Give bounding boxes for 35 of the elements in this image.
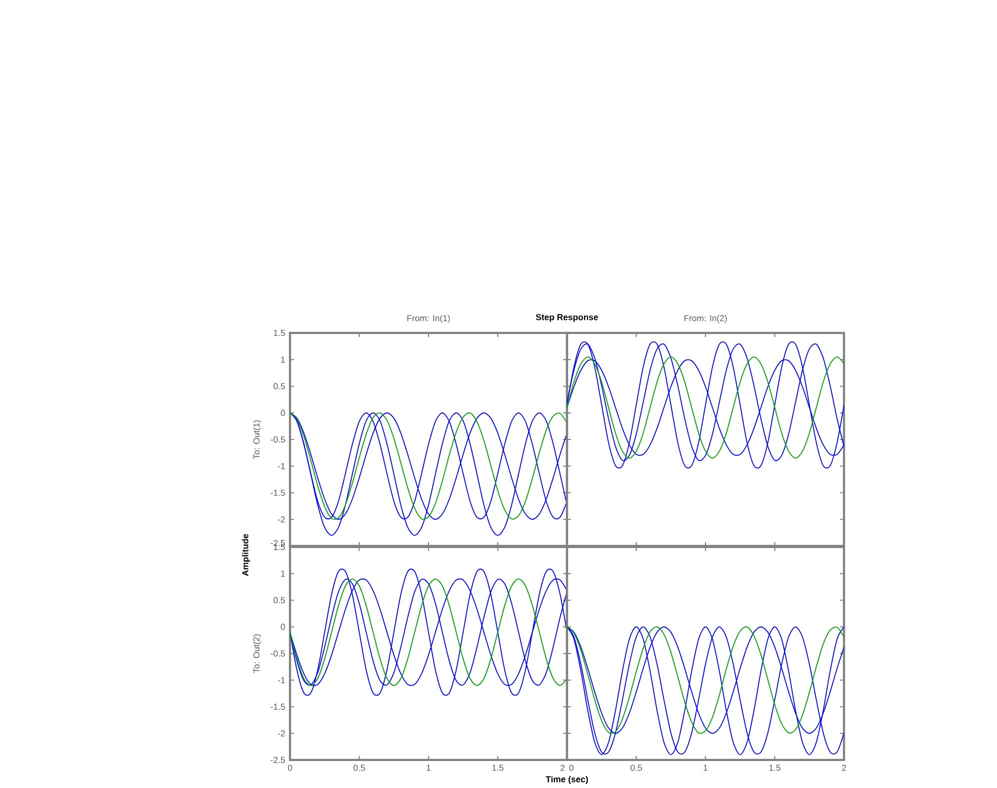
text: Step Response	[536, 314, 598, 322]
y-axis-title: To: Out(2)	[253, 634, 262, 673]
y-tick-label: -0.5	[270, 650, 285, 656]
y-tick-label: -2	[278, 730, 285, 736]
text: Time (sec)	[546, 776, 588, 784]
x-tick-label: 1	[704, 764, 708, 770]
y-tick-label: -2	[278, 516, 285, 522]
x-tick-label: 0.5	[630, 764, 642, 771]
y-axis-title: To: Out(1)	[253, 420, 262, 459]
chart-title: From: In(1)	[407, 314, 450, 323]
y-tick-label: 0	[280, 410, 285, 416]
x-tick-label: 1	[426, 764, 430, 770]
x-tick-label: 1.5	[769, 764, 780, 771]
y-tick-label: 0.5	[274, 596, 285, 604]
y-tick-label: -1.5	[270, 703, 285, 710]
text: Amplitude	[242, 534, 250, 576]
y-tick-label: -1	[278, 462, 285, 469]
y-tick-label: 1	[281, 570, 285, 576]
y-tick-label: 1.5	[274, 330, 285, 336]
y-tick-label: -2.5	[270, 756, 285, 763]
y-tick-label: 0.5	[274, 382, 285, 390]
y-tick-label: -1	[278, 676, 285, 683]
chart-title: From: In(2)	[684, 314, 727, 323]
x-tick-label: 0.5	[354, 764, 365, 771]
x-tick-label: 1.5	[492, 764, 504, 771]
y-tick-label: -1.5	[270, 489, 285, 496]
y-tick-label: 0	[280, 624, 285, 630]
x-tick-label: 0	[569, 764, 574, 771]
y-tick-label: -0.5	[270, 436, 285, 442]
y-tick-label: 1.5	[274, 544, 285, 550]
x-tick-label: 0	[288, 764, 292, 771]
x-tick-label: 2	[560, 764, 565, 771]
y-tick-label: 1	[281, 356, 285, 362]
x-tick-label: 2	[842, 764, 846, 771]
y-tick-label: -2.5	[270, 540, 285, 546]
